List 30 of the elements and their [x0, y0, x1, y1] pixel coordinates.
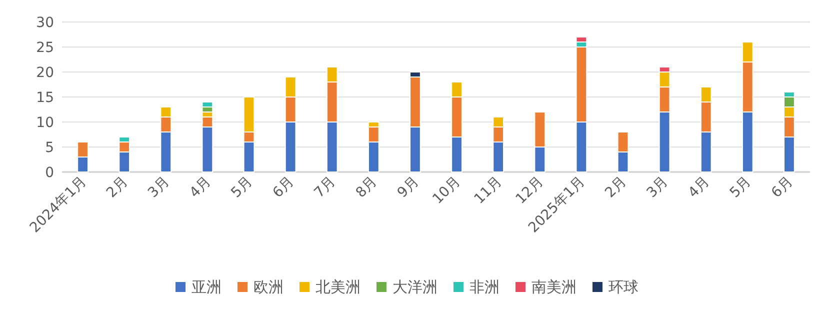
x-tick-label: 4月 [186, 174, 214, 202]
legend-label: 欧洲 [254, 278, 284, 296]
y-tick-label: 5 [45, 140, 54, 156]
x-tick-label: 3月 [644, 174, 672, 202]
x-tick-label: 4月 [685, 174, 713, 202]
legend-label: 大洋洲 [392, 278, 438, 296]
legend-label: 环球 [608, 278, 638, 296]
x-tick-label: 6月 [270, 174, 298, 202]
y-tick-label: 0 [45, 165, 54, 181]
x-tick-label: 7月 [311, 174, 339, 202]
x-tick-label: 9月 [394, 174, 422, 202]
x-tick-label: 10月 [430, 174, 464, 208]
legend-label: 北美洲 [316, 278, 360, 296]
x-tick-label: 3月 [145, 174, 173, 202]
x-tick-label: 11月 [471, 174, 506, 208]
x-tick-label: 12月 [512, 174, 547, 208]
x-tick-label: 2月 [602, 174, 630, 202]
y-tick-label: 20 [36, 65, 54, 81]
x-tick-label: 5月 [228, 174, 256, 202]
legend-label: 南美洲 [532, 278, 576, 296]
y-tick-label: 25 [36, 40, 54, 56]
x-tick-label: 8月 [352, 174, 380, 202]
x-tick-label: 6月 [768, 174, 796, 202]
legend-label: 亚洲 [192, 278, 222, 296]
legend-label: 非洲 [470, 278, 500, 296]
x-tick-label: 2月 [104, 174, 132, 202]
y-tick-label: 10 [36, 115, 54, 131]
y-tick-label: 15 [36, 90, 54, 106]
y-tick-label: 30 [36, 15, 54, 31]
x-tick-label: 5月 [726, 174, 754, 202]
